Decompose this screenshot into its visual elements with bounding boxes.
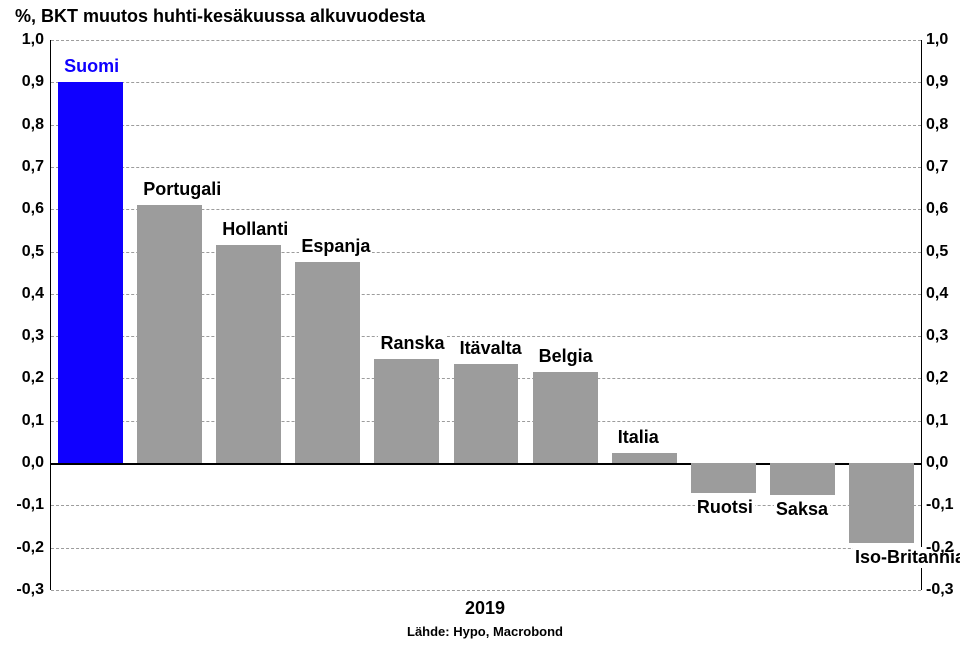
bar-label-ruotsi: Ruotsi (695, 497, 755, 518)
y-tick-right: 0,0 (926, 454, 948, 472)
bar-label-ranska: Ranska (378, 333, 446, 354)
y-tick-right: 0,2 (926, 369, 948, 387)
gridline (51, 590, 921, 591)
bar-label-itävalta: Itävalta (458, 338, 524, 359)
bar-itävalta (454, 364, 519, 463)
y-tick-left: -0,2 (16, 539, 44, 557)
y-tick-left: 0,3 (22, 327, 44, 345)
y-tick-right: 0,5 (926, 243, 948, 261)
y-tick-left: 0,9 (22, 73, 44, 91)
y-tick-right: 1,0 (926, 31, 948, 49)
y-tick-right: 0,1 (926, 412, 948, 430)
bar-espanja (295, 262, 360, 463)
gridline (51, 548, 921, 549)
y-tick-left: 0,2 (22, 369, 44, 387)
bar-portugali (137, 205, 202, 463)
y-tick-right: 0,4 (926, 285, 948, 303)
bar-belgia (533, 372, 598, 463)
y-tick-left: -0,3 (16, 581, 44, 599)
y-tick-left: -0,1 (16, 496, 44, 514)
y-tick-right: -0,3 (926, 581, 954, 599)
gridline (51, 82, 921, 83)
bar-label-belgia: Belgia (537, 346, 595, 367)
gridline (51, 40, 921, 41)
bar-label-saksa: Saksa (774, 499, 830, 520)
gridline (51, 125, 921, 126)
chart-container: %, BKT muutos huhti-kesäkuussa alkuvuode… (0, 0, 960, 649)
chart-source: Lähde: Hypo, Macrobond (50, 624, 920, 639)
x-axis-label: 2019 (50, 598, 920, 619)
y-tick-left: 1,0 (22, 31, 44, 49)
chart-title: %, BKT muutos huhti-kesäkuussa alkuvuode… (15, 6, 425, 27)
y-tick-right: 0,6 (926, 200, 948, 218)
bar-italia (612, 453, 677, 464)
bar-suomi (58, 82, 123, 463)
y-tick-left: 0,5 (22, 243, 44, 261)
gridline (51, 167, 921, 168)
y-tick-right: 0,9 (926, 73, 948, 91)
y-tick-right: -0,2 (926, 539, 954, 557)
bar-iso-britannia (849, 463, 914, 543)
bar-saksa (770, 463, 835, 495)
y-tick-left: 0,8 (22, 116, 44, 134)
bar-hollanti (216, 245, 281, 463)
bar-label-suomi: Suomi (62, 56, 121, 77)
bar-label-espanja: Espanja (299, 236, 372, 257)
bar-label-portugali: Portugali (141, 179, 223, 200)
y-tick-right: 0,3 (926, 327, 948, 345)
y-tick-right: 0,7 (926, 158, 948, 176)
y-tick-left: 0,6 (22, 200, 44, 218)
y-tick-left: 0,1 (22, 412, 44, 430)
y-tick-left: 0,0 (22, 454, 44, 472)
bar-label-italia: Italia (616, 427, 661, 448)
bar-ranska (374, 359, 439, 463)
plot-area: Suomi Portugali Hollanti Espanja Ranska Itäva… (50, 40, 922, 590)
bar-label-hollanti: Hollanti (220, 219, 290, 240)
y-tick-right: 0,8 (926, 116, 948, 134)
y-tick-right: -0,1 (926, 496, 954, 514)
y-tick-left: 0,7 (22, 158, 44, 176)
y-tick-left: 0,4 (22, 285, 44, 303)
bar-ruotsi (691, 463, 756, 493)
